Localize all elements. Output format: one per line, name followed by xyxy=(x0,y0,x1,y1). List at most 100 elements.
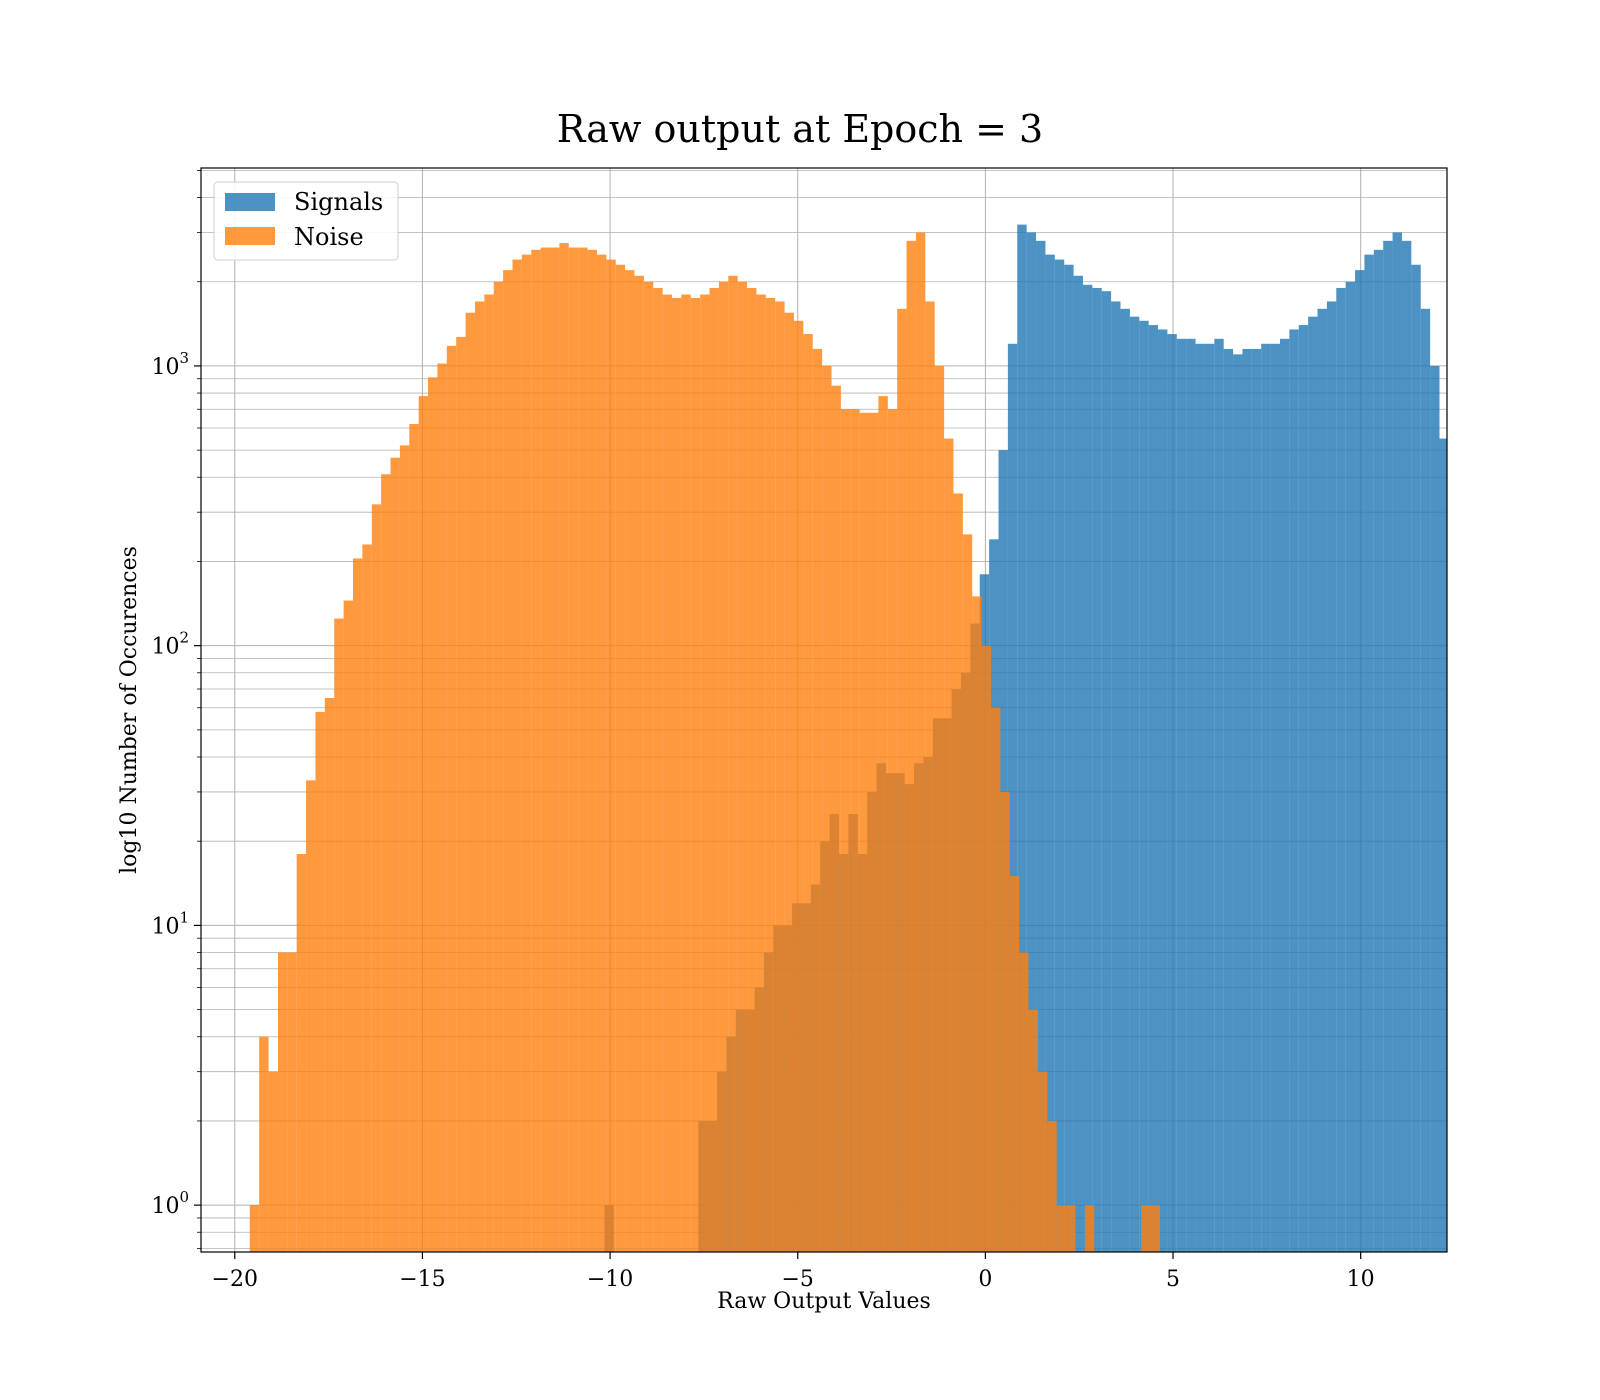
bar-noise xyxy=(1000,791,1010,1252)
bar-noise xyxy=(437,363,447,1252)
bar-noise xyxy=(915,232,926,1252)
bar-noise xyxy=(343,600,353,1252)
bar-signals xyxy=(1355,270,1365,1252)
bar-noise xyxy=(859,412,870,1252)
bar-signals xyxy=(1270,343,1280,1252)
bar-noise xyxy=(540,247,551,1252)
bar-signals xyxy=(1223,348,1234,1252)
bar-signals xyxy=(1336,287,1346,1252)
y-tick-base: 10 xyxy=(151,1194,179,1219)
bar-noise xyxy=(962,534,973,1252)
bar-noise xyxy=(728,275,738,1252)
bar-noise xyxy=(662,294,673,1252)
bar-noise xyxy=(531,249,541,1252)
bar-noise xyxy=(1047,1120,1057,1252)
bar-signals xyxy=(1129,316,1140,1252)
bar-signals xyxy=(1392,232,1402,1252)
bar-signals xyxy=(1176,338,1187,1252)
bar-signals xyxy=(1186,338,1196,1252)
bar-noise xyxy=(596,254,607,1252)
bar-noise xyxy=(756,294,766,1252)
bar-noise xyxy=(709,287,719,1252)
bar-noise xyxy=(484,294,494,1252)
bar-noise xyxy=(446,345,457,1252)
bar-noise xyxy=(550,247,560,1252)
bar-noise xyxy=(906,240,916,1252)
bar-signals xyxy=(1308,316,1318,1252)
bar-noise xyxy=(1009,876,1020,1252)
bar-noise xyxy=(334,618,344,1252)
bar-signals xyxy=(1139,320,1149,1252)
bar-noise xyxy=(690,297,701,1252)
bar-noise xyxy=(991,707,1001,1252)
x-tick-label: −5 xyxy=(782,1267,814,1292)
y-tick-label: 102 xyxy=(151,629,189,660)
bar-signals xyxy=(1289,329,1299,1252)
bar-noise xyxy=(634,275,644,1252)
bar-signals xyxy=(1148,325,1159,1252)
bar-noise xyxy=(259,1036,269,1252)
y-tick-base: 10 xyxy=(151,635,179,660)
bar-noise xyxy=(887,409,898,1252)
bar-noise xyxy=(474,301,485,1252)
bar-noise xyxy=(296,853,307,1252)
x-axis-ticks: −20 −15 −10 −5 0 5 10 xyxy=(212,1252,1375,1292)
bar-noise xyxy=(418,396,429,1252)
bar-signals xyxy=(1326,301,1337,1252)
bar-signals xyxy=(1017,224,1027,1252)
x-axis-label: Raw Output Values xyxy=(717,1289,931,1314)
bar-signals xyxy=(1036,240,1046,1252)
bar-noise xyxy=(287,952,297,1252)
bar-noise xyxy=(972,596,982,1252)
bar-noise xyxy=(587,249,597,1252)
bar-signals xyxy=(1383,240,1393,1252)
bar-noise xyxy=(803,334,813,1252)
bar-noise xyxy=(1028,1009,1038,1252)
bar-signals xyxy=(1120,308,1130,1252)
bar-signals xyxy=(1111,301,1121,1252)
bar-noise xyxy=(306,780,316,1252)
legend-swatch-noise xyxy=(225,227,275,245)
bar-noise xyxy=(277,952,288,1252)
bar-noise xyxy=(1066,1205,1076,1252)
bar-noise xyxy=(878,396,888,1252)
bar-noise xyxy=(390,457,400,1252)
y-tick-label: 101 xyxy=(151,908,189,939)
bar-signals xyxy=(1298,325,1309,1252)
bar-noise xyxy=(747,287,757,1252)
bar-signals xyxy=(1317,308,1327,1252)
bar-noise xyxy=(850,409,860,1252)
bar-noise xyxy=(718,281,729,1252)
bar-noise xyxy=(700,294,710,1252)
bar-signals xyxy=(1345,281,1356,1252)
bar-signals xyxy=(1364,254,1374,1252)
bar-signals xyxy=(1204,343,1215,1252)
x-tick-label: 0 xyxy=(978,1267,992,1292)
bar-noise xyxy=(615,264,626,1252)
bar-signals xyxy=(1439,438,1447,1252)
bar-noise xyxy=(625,270,635,1252)
bar-signals xyxy=(1064,264,1074,1252)
bar-signals xyxy=(1261,343,1271,1252)
series-noise xyxy=(249,232,1160,1252)
bar-noise xyxy=(737,281,748,1252)
bar-noise xyxy=(897,308,907,1252)
bar-noise xyxy=(456,336,466,1252)
bar-noise xyxy=(324,698,335,1252)
bar-noise xyxy=(812,348,823,1252)
bar-signals xyxy=(1101,291,1112,1252)
bar-noise xyxy=(1084,1205,1095,1252)
bar-noise xyxy=(869,412,879,1252)
bar-noise xyxy=(568,247,579,1252)
bar-noise xyxy=(606,259,616,1252)
bar-signals xyxy=(1401,240,1412,1252)
bar-signals xyxy=(1373,249,1384,1252)
bar-noise xyxy=(521,254,532,1252)
bar-signals xyxy=(1092,287,1102,1252)
y-tick-base: 10 xyxy=(151,355,179,380)
bar-noise xyxy=(352,558,363,1252)
bar-noise xyxy=(775,301,785,1252)
bar-noise xyxy=(399,445,410,1252)
